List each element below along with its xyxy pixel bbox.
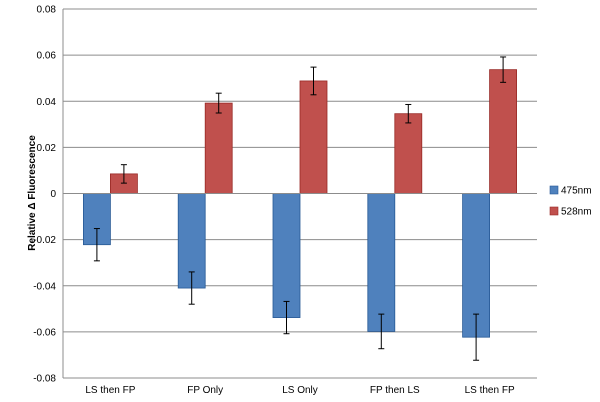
y-tick-label: -0.04 <box>33 281 56 292</box>
axes: -0.08 -0.06 -0.04 -0.02 0 0.02 0.04 0.06 0.08 LS … <box>33 5 537 396</box>
error-bars <box>93 56 507 361</box>
y-tick-label: -0.02 <box>33 235 56 246</box>
bar-475nm-4 <box>367 193 396 332</box>
bars <box>83 69 518 338</box>
bar-528nm-5 <box>489 69 518 194</box>
y-tick-label: 0.04 <box>37 97 57 108</box>
y-axis-title: Relative Δ Fluorescence <box>27 135 38 251</box>
bar-475nm-5 <box>462 193 491 338</box>
x-tick-label: LS then FP <box>465 385 515 396</box>
bar-528nm-3 <box>299 80 328 194</box>
x-tick-label: FP Only <box>187 385 223 396</box>
y-tick-label: 0.02 <box>37 143 57 154</box>
legend-swatch <box>549 185 559 195</box>
y-tick-label: -0.08 <box>33 374 56 385</box>
y-tick-label: 0.06 <box>37 51 57 62</box>
legend-swatch <box>549 206 559 216</box>
x-tick-label: LS then FP <box>85 385 135 396</box>
x-tick-label: FP then LS <box>370 385 420 396</box>
bar-528nm-4 <box>394 113 423 194</box>
legend-label: 475nm <box>561 186 592 197</box>
legend-label: 528nm <box>561 207 592 218</box>
bar-475nm-3 <box>272 193 301 318</box>
legend: 475nm 528nm <box>549 185 592 218</box>
x-tick-label: LS Only <box>282 385 318 396</box>
y-tick-label: 0 <box>50 189 56 200</box>
bar-528nm-2 <box>204 102 233 194</box>
y-tick-label: 0.08 <box>37 5 57 16</box>
y-tick-label: -0.06 <box>33 327 56 338</box>
